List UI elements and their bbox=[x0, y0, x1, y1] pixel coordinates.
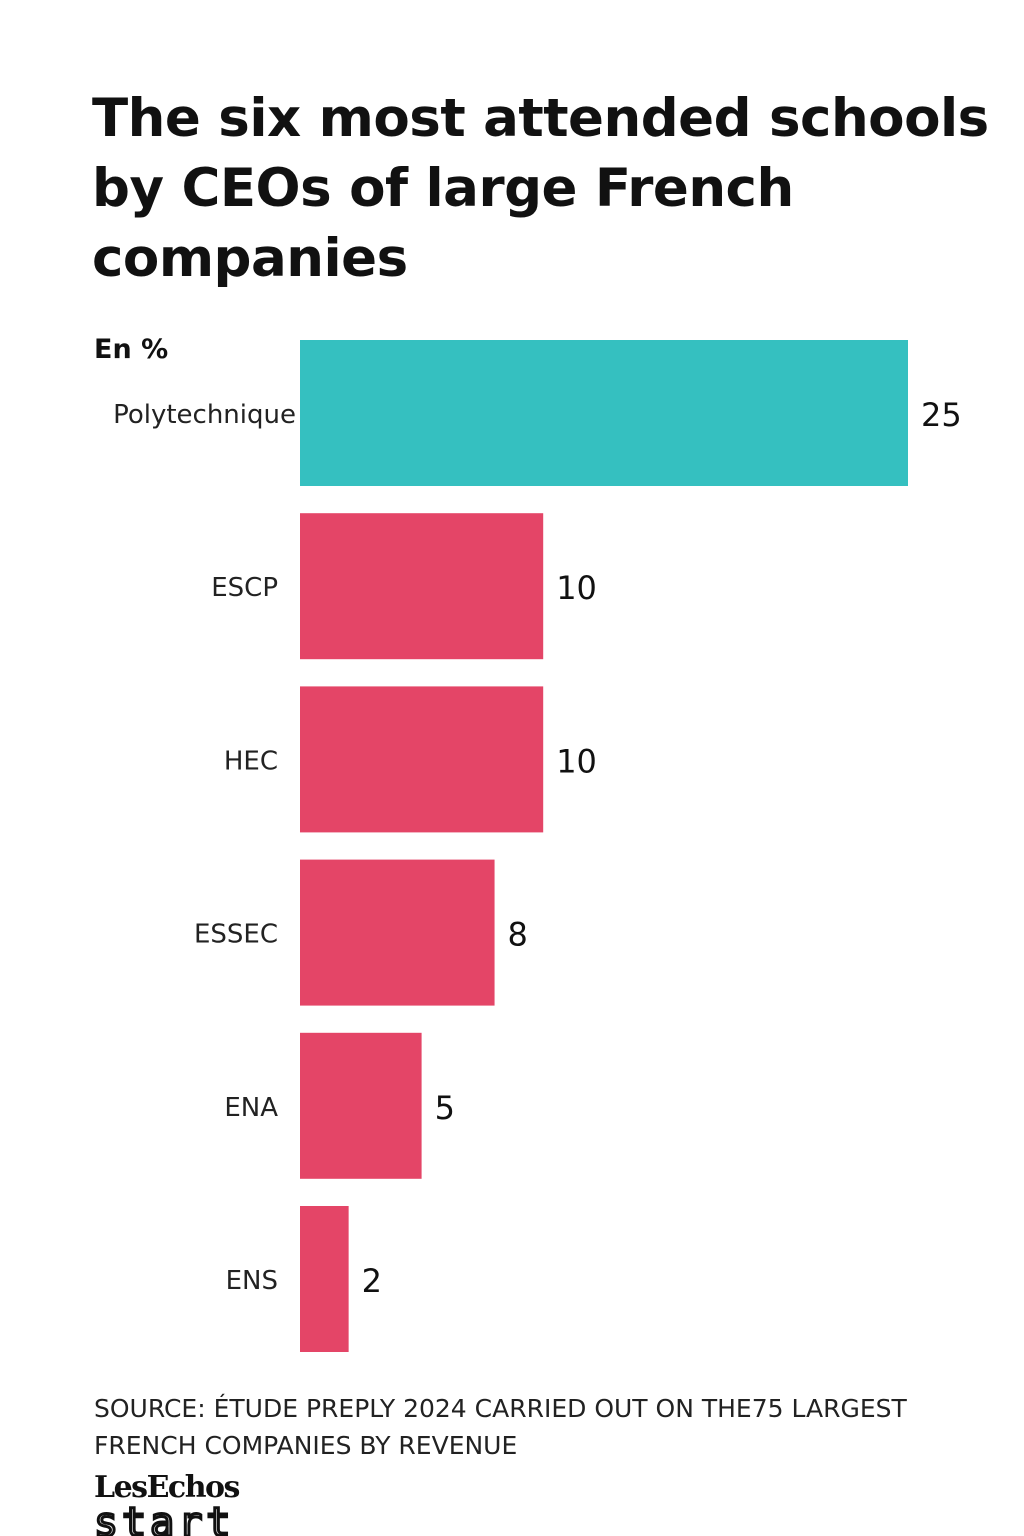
les-echos-start-logo: LesEchos start bbox=[94, 1470, 334, 1536]
category-label-hec: HEC bbox=[224, 746, 278, 776]
value-label-escp: 10 bbox=[556, 569, 597, 607]
value-label-ena: 5 bbox=[435, 1089, 455, 1127]
source-note: SOURCE: ÉTUDE PREPLY 2024 CARRIED OUT ON… bbox=[94, 1394, 907, 1460]
value-label-ens: 2 bbox=[362, 1262, 382, 1300]
chart-title: The six most attended schools by CEOs of… bbox=[92, 88, 989, 289]
bar-ens bbox=[300, 1206, 349, 1352]
category-label-polytechnique: Polytechnique bbox=[113, 400, 296, 430]
bar-escp bbox=[300, 513, 544, 660]
logo-start-wordmark: start bbox=[94, 1506, 234, 1536]
category-label-ena: ENA bbox=[224, 1093, 278, 1123]
unit-label: En % bbox=[94, 334, 169, 365]
bar-essec bbox=[300, 859, 495, 1006]
bar-polytechnique bbox=[300, 340, 908, 486]
category-label-escp: ESCP bbox=[211, 573, 278, 603]
category-label-essec: ESSEC bbox=[194, 920, 278, 950]
value-label-hec: 10 bbox=[556, 742, 597, 780]
bar-chart: Polytechnique 25 ESCP 10 HEC 10 ESSEC 8 ENA 5 ENS 2 bbox=[113, 340, 962, 1352]
value-label-polytechnique: 25 bbox=[921, 396, 962, 434]
svg-text:start: start bbox=[94, 1506, 234, 1536]
logo-les-echos: LesEchos bbox=[94, 1470, 240, 1505]
value-label-essec: 8 bbox=[508, 916, 528, 954]
category-label-ens: ENS bbox=[226, 1266, 278, 1296]
bar-ena bbox=[300, 1032, 422, 1179]
bar-hec bbox=[300, 686, 544, 833]
